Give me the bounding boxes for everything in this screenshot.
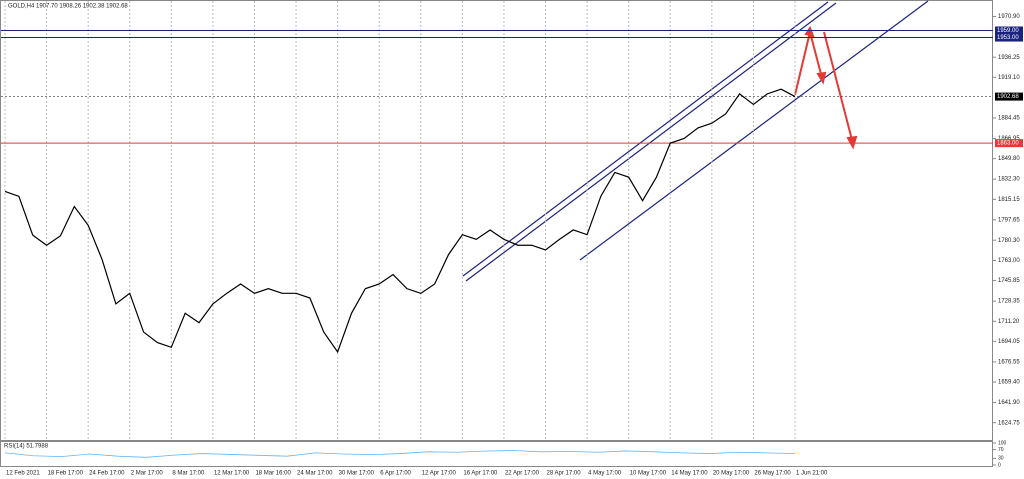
price-label: 1953.00 bbox=[997, 35, 1019, 41]
x-tick-label: 18 Mar 16:00 bbox=[255, 471, 291, 477]
price-label: 1902.68 bbox=[997, 94, 1019, 100]
channel-line bbox=[462, 1, 829, 277]
rsi-title: RSI(14) 51.7988 bbox=[4, 444, 49, 450]
chart-title: GOLD,H4 1907.70 1908.26 1902.38 1902.68 bbox=[8, 4, 128, 10]
x-tick-label: 24 Mar 17:00 bbox=[297, 471, 333, 477]
x-tick-label: 28 Apr 17:00 bbox=[547, 471, 582, 477]
rsi-panel bbox=[0, 441, 993, 467]
y-tick-label: 1728.35 bbox=[998, 299, 1020, 305]
x-tick-label: 18 Feb 17:00 bbox=[48, 471, 84, 477]
y-tick-label: 1866.95 bbox=[998, 136, 1020, 142]
x-tick-label: 22 Apr 17:00 bbox=[505, 471, 540, 477]
x-tick-label: 2 Mar 17:00 bbox=[131, 471, 164, 477]
price-label: 1959.00 bbox=[997, 28, 1019, 34]
channel bbox=[462, 0, 929, 282]
y-tick-label: 1797.65 bbox=[998, 217, 1020, 223]
channel-line bbox=[465, 2, 837, 282]
price-label: 1863.00 bbox=[997, 141, 1019, 147]
y-tick-label: 1711.20 bbox=[998, 319, 1020, 325]
y-tick-label: 1641.90 bbox=[998, 400, 1020, 406]
y-tick-label: 1624.75 bbox=[998, 420, 1020, 426]
y-tick-label: 1849.80 bbox=[998, 156, 1020, 162]
x-tick-label: 20 May 17:00 bbox=[713, 471, 750, 477]
x-tick-label: 30 Mar 17:00 bbox=[339, 471, 375, 477]
rsi-tick-label: 100 bbox=[998, 440, 1007, 446]
y-tick-label: 1676.55 bbox=[998, 359, 1020, 365]
price-tag bbox=[995, 92, 1023, 101]
x-tick-label: 26 May 17:00 bbox=[754, 471, 791, 477]
x-tick-label: 8 Mar 17:00 bbox=[172, 471, 205, 477]
y-tick-label: 1745.85 bbox=[998, 278, 1020, 284]
main-panel bbox=[0, 0, 993, 441]
x-tick-label: 24 Feb 17:00 bbox=[89, 471, 125, 477]
price-tag bbox=[995, 33, 1023, 42]
y-tick-label: 1763.00 bbox=[998, 258, 1020, 264]
x-tick-label: 14 May 17:00 bbox=[671, 471, 708, 477]
y-tick-label: 1832.30 bbox=[998, 177, 1020, 183]
y-tick-label: 1919.10 bbox=[998, 75, 1020, 81]
rsi-tick-label: 30 bbox=[998, 456, 1004, 462]
x-tick-label: 10 May 17:00 bbox=[630, 471, 667, 477]
x-tick-label: 6 Apr 17:00 bbox=[380, 471, 411, 477]
x-tick-label: 12 Mar 17:00 bbox=[214, 471, 250, 477]
x-tick-label: 12 Feb 2021 bbox=[6, 471, 40, 477]
y-tick-label: 1884.45 bbox=[998, 116, 1020, 122]
x-tick-label: 1 Jun 21:00 bbox=[796, 471, 828, 477]
y-tick-label: 1815.15 bbox=[998, 197, 1020, 203]
price-line-series bbox=[4, 88, 796, 354]
x-tick-label: 16 Apr 17:00 bbox=[463, 471, 498, 477]
y-tick-label: 1970.90 bbox=[998, 14, 1020, 20]
y-tick-label: 1659.40 bbox=[998, 380, 1020, 386]
rsi-line bbox=[4, 450, 796, 458]
price-tag bbox=[995, 139, 1023, 148]
y-tick-label: 1780.30 bbox=[998, 238, 1020, 244]
y-tick-label: 1936.25 bbox=[998, 55, 1020, 61]
arrow-path bbox=[823, 31, 853, 141]
arrow-head bbox=[816, 71, 827, 85]
price-tag bbox=[995, 26, 1023, 35]
y-tick-label: 1694.05 bbox=[998, 339, 1020, 345]
rsi-tick-label: 0 bbox=[998, 462, 1001, 468]
rsi-tick-label: 70 bbox=[998, 447, 1004, 453]
x-tick-label: 12 Apr 17:00 bbox=[422, 471, 457, 477]
channel-line bbox=[579, 0, 929, 261]
arrow-head bbox=[846, 135, 858, 150]
x-tick-label: 4 May 17:00 bbox=[588, 471, 622, 477]
